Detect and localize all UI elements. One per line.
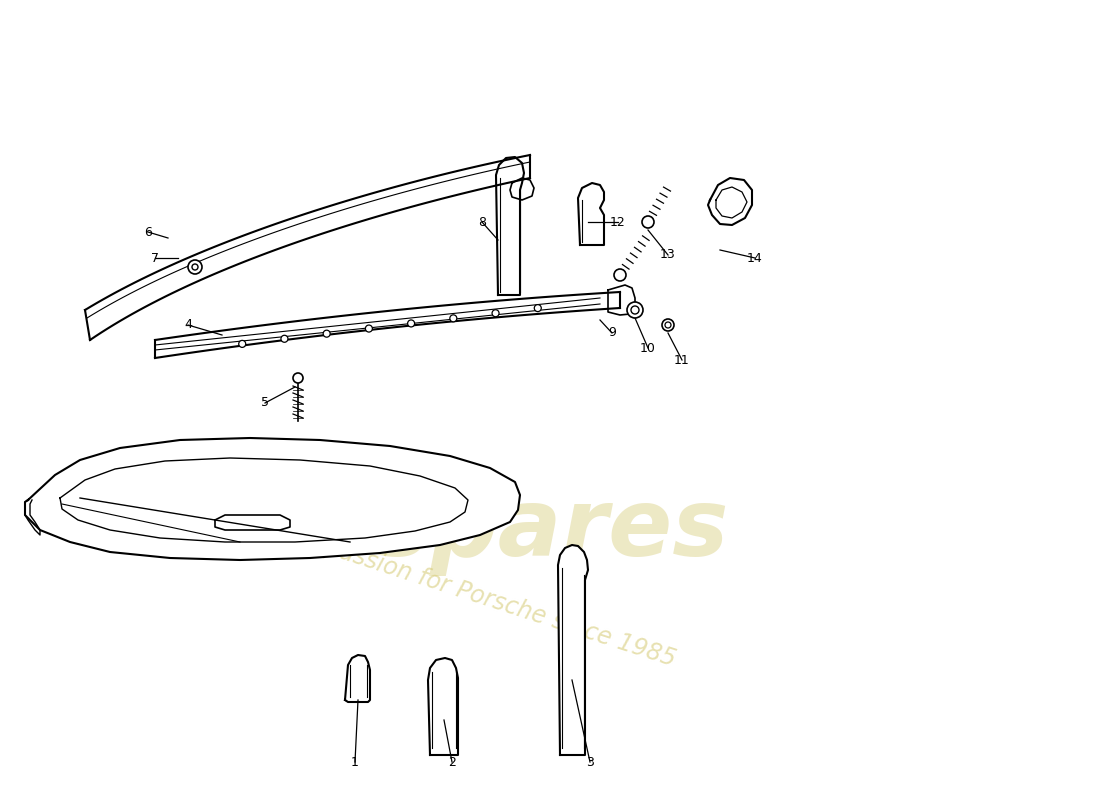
Polygon shape [345, 655, 370, 702]
Text: eurospares: eurospares [131, 484, 728, 576]
Circle shape [631, 306, 639, 314]
Text: a passion for Porsche since 1985: a passion for Porsche since 1985 [301, 529, 679, 671]
Circle shape [293, 373, 303, 383]
Circle shape [188, 260, 202, 274]
Text: 3: 3 [586, 755, 594, 769]
Text: 9: 9 [608, 326, 616, 339]
Polygon shape [155, 292, 620, 358]
Circle shape [627, 302, 644, 318]
Circle shape [535, 305, 541, 312]
Text: 14: 14 [747, 251, 763, 265]
Circle shape [662, 319, 674, 331]
Text: 8: 8 [478, 215, 486, 229]
Text: 11: 11 [674, 354, 690, 366]
Text: 10: 10 [640, 342, 656, 354]
Circle shape [492, 310, 499, 317]
Polygon shape [85, 155, 530, 340]
Circle shape [408, 320, 415, 327]
Circle shape [666, 322, 671, 328]
Circle shape [323, 330, 330, 337]
Polygon shape [510, 178, 534, 200]
Text: 1: 1 [351, 755, 359, 769]
Circle shape [450, 315, 456, 322]
Text: 13: 13 [660, 249, 675, 262]
Polygon shape [428, 658, 458, 755]
Circle shape [239, 340, 245, 347]
Polygon shape [496, 157, 524, 295]
Circle shape [192, 264, 198, 270]
Text: 2: 2 [448, 755, 455, 769]
Text: 5: 5 [261, 397, 270, 410]
Polygon shape [578, 183, 604, 245]
Circle shape [614, 269, 626, 281]
Text: 12: 12 [610, 215, 626, 229]
Polygon shape [25, 438, 520, 560]
Polygon shape [608, 285, 635, 315]
Text: 4: 4 [184, 318, 191, 331]
Polygon shape [558, 545, 589, 755]
Polygon shape [708, 178, 752, 225]
Text: 6: 6 [144, 226, 152, 238]
Circle shape [642, 216, 654, 228]
Text: 7: 7 [151, 251, 160, 265]
Circle shape [365, 325, 373, 332]
Circle shape [280, 335, 288, 342]
